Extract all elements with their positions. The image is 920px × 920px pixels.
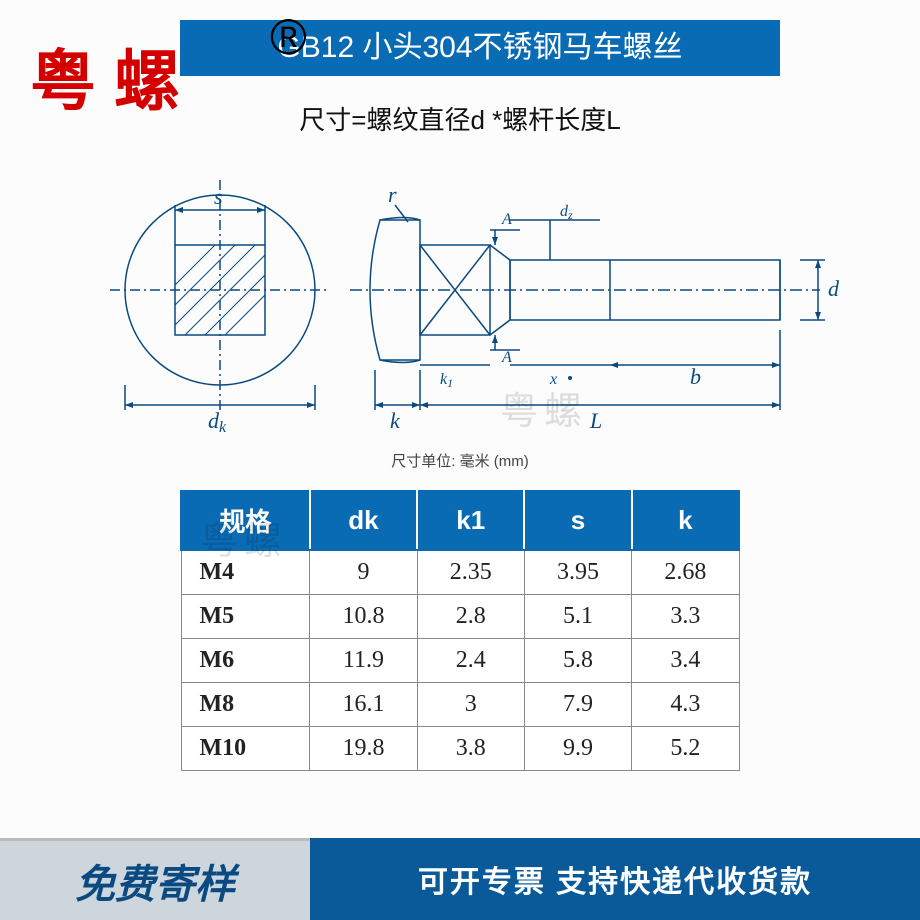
table-body: M4 9 2.35 3.95 2.68 M5 10.8 2.8 5.1 3.3 … <box>181 550 739 771</box>
side-view: r A A dz d <box>350 182 840 433</box>
label-L: L <box>589 408 602 433</box>
label-k: k <box>390 408 401 433</box>
technical-diagram: s dk <box>80 160 840 440</box>
table-row: M8 16.1 3 7.9 4.3 <box>181 683 739 727</box>
footer-right: 可开专票 支持快递代收货款 <box>310 838 920 920</box>
label-dk: dk <box>208 408 227 436</box>
unit-label: 尺寸单位: 毫米 (mm) <box>0 450 920 471</box>
label-s: s <box>214 184 223 209</box>
table-row: M5 10.8 2.8 5.1 3.3 <box>181 595 739 639</box>
top-view: s dk <box>110 180 330 436</box>
label-A-bot: A <box>501 349 512 366</box>
registered-mark: ® <box>270 8 307 66</box>
label-b: b <box>690 364 701 389</box>
footer-left: 免费寄样 <box>0 838 310 920</box>
col-s: s <box>524 491 631 550</box>
watermark-table: 粤螺 <box>200 510 288 565</box>
label-k1: k1 <box>440 371 453 390</box>
label-d: d <box>828 276 840 301</box>
col-k1: k1 <box>417 491 524 550</box>
table-row: M10 19.8 3.8 9.9 5.2 <box>181 727 739 771</box>
label-r: r <box>388 182 397 207</box>
col-dk: dk <box>310 491 417 550</box>
col-k: k <box>632 491 739 550</box>
brand-overlay: 粤螺 <box>30 28 198 124</box>
table-row: M6 11.9 2.4 5.8 3.4 <box>181 639 739 683</box>
label-dz: dz <box>560 203 573 222</box>
page-root: GB12 小头304不锈钢马车螺丝 粤螺 ® 尺寸=螺纹直径d *螺杆长度L <box>0 0 920 920</box>
watermark-diagram: 粤螺 <box>500 380 588 435</box>
footer: 免费寄样 可开专票 支持快递代收货款 <box>0 838 920 920</box>
